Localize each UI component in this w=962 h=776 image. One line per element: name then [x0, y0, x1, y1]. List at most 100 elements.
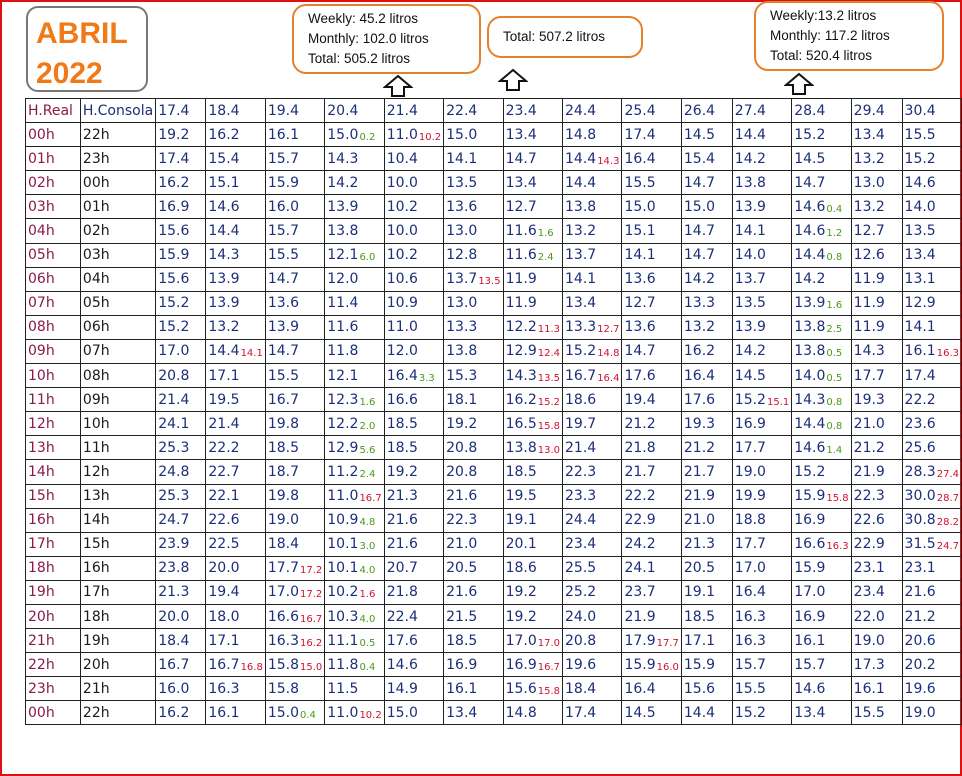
value-cell: 16.616.7 — [264, 603, 326, 630]
value-cell: 22.5 — [205, 531, 266, 557]
value-text: 15.9 — [683, 656, 716, 673]
summary-monthly: Monthly: 102.0 litros — [308, 31, 429, 46]
value-text: 17.6 — [624, 367, 656, 384]
value-cell: 15.00.4 — [264, 700, 326, 726]
value-cell: 15.5 — [901, 122, 962, 148]
value-cell: 18.5 — [502, 459, 564, 485]
console-hour-cell: 18h — [79, 603, 157, 630]
value-text: 19.4 — [208, 584, 240, 601]
console-hour-cell: 23h — [79, 146, 157, 172]
value-text: 14.6 — [904, 174, 936, 191]
value-text: 14.9 — [386, 680, 418, 697]
value-text: 13.7 — [565, 247, 597, 264]
value-text: 15.2 — [904, 150, 936, 167]
annotation-text: 5.6 — [359, 444, 376, 456]
value-cell: 24.4 — [562, 507, 623, 533]
real-hour-cell: 17h — [25, 531, 81, 557]
value-text: 15.2 — [158, 319, 190, 336]
value-text: 16.9 — [794, 608, 826, 625]
value-text: 14.7 — [505, 150, 537, 167]
real-hour-cell: 02h — [25, 170, 81, 196]
value-cell: 12.22.0 — [324, 411, 385, 437]
value-cell: 14.6 — [205, 194, 266, 220]
value-text: 24.0 — [565, 608, 597, 625]
value-text: 16.3 — [208, 680, 240, 697]
value-cell: 24.2 — [621, 531, 682, 557]
value-text: 14.4 — [208, 223, 240, 240]
value-text: 24.1 — [624, 560, 656, 577]
grid-body: 00h 22h 19.2 16.2 16.1 15.00.2 11.010.2 15.0 13.… — [25, 122, 962, 726]
annotation-text: 0.5 — [826, 372, 843, 384]
value-text: 16.4 — [386, 367, 418, 384]
value-cell: 10.0 — [383, 170, 445, 196]
value-cell: 12.9 — [901, 290, 962, 316]
value-cell: 13.1 — [901, 266, 962, 292]
value-cell: 22.6 — [205, 507, 266, 533]
value-cell: 20.8 — [155, 363, 207, 389]
value-cell: 14.4 — [205, 218, 266, 244]
value-text: 11.9 — [853, 295, 885, 312]
annotation-text: 3.0 — [359, 541, 376, 553]
value-text: 16.6 — [267, 608, 299, 625]
value-cell: 21.9 — [680, 483, 733, 509]
value-cell: 14.1 — [443, 146, 504, 172]
value-cell: 23.8 — [155, 555, 207, 581]
value-text: 12.2 — [327, 415, 359, 432]
value-cell: 19.3 — [680, 411, 733, 437]
value-text: 19.8 — [267, 415, 299, 432]
annotation-text: 4.8 — [359, 517, 376, 529]
header-row: H.Real H.Consola 17.4 18.4 19.4 20.4 21.4 22.4 2… — [25, 97, 962, 124]
value-text: 11.9 — [505, 271, 537, 288]
value-text: 11.9 — [853, 271, 885, 288]
value-cell: 13.0 — [443, 290, 504, 316]
value-cell: 24.0 — [562, 603, 623, 630]
value-text: 22.5 — [208, 536, 240, 553]
value-text: 19.1 — [505, 512, 537, 529]
value-cell: 15.5 — [264, 363, 326, 389]
value-cell: 24.8 — [155, 459, 207, 485]
value-text: 13.4 — [853, 126, 885, 143]
header-date: 23.4 — [502, 97, 564, 124]
annotation-text: 0.4 — [300, 709, 316, 721]
value-text: 15.9 — [158, 247, 190, 264]
value-cell: 13.2 — [562, 218, 623, 244]
value-cell: 13.9 — [731, 194, 793, 220]
value-text: 19.6 — [904, 680, 936, 697]
value-text: 15.6 — [505, 680, 537, 697]
annotation-text: 17.0 — [537, 637, 561, 649]
value-text: 13.5 — [446, 174, 478, 191]
value-cell: 19.0 — [264, 507, 326, 533]
value-cell: 17.7 — [850, 363, 903, 389]
value-cell: 23.3 — [562, 483, 623, 509]
value-cell: 15.5 — [621, 170, 682, 196]
value-cell: 15.0 — [680, 194, 733, 220]
value-text: 22.0 — [853, 608, 885, 625]
value-text: 17.7 — [267, 560, 299, 577]
value-cell: 14.7 — [264, 338, 326, 365]
value-text: 12.6 — [853, 247, 885, 264]
value-text: 15.1 — [624, 223, 656, 240]
value-text: 15.9 — [624, 656, 656, 673]
value-cell: 21.0 — [680, 507, 733, 533]
value-text: 14.3 — [327, 150, 359, 167]
value-cell: 17.7 — [731, 435, 793, 461]
annotation-text: 28.7 — [936, 493, 959, 505]
value-cell: 19.6 — [562, 652, 623, 678]
value-text: 19.3 — [853, 391, 885, 408]
value-cell: 20.6 — [901, 628, 962, 654]
value-cell: 15.7 — [731, 652, 793, 678]
value-text: 15.0 — [267, 704, 299, 721]
value-text: 14.2 — [734, 343, 766, 360]
value-text: 13.9 — [208, 271, 240, 288]
value-text: 10.9 — [386, 295, 418, 312]
value-cell: 16.7 — [155, 652, 207, 678]
value-text: 14.2 — [683, 271, 716, 288]
value-cell: 13.7 — [731, 266, 793, 292]
value-cell: 13.80.5 — [791, 338, 852, 365]
value-text: 22.6 — [208, 512, 240, 529]
value-cell: 19.0 — [850, 628, 903, 654]
value-text: 13.4 — [794, 704, 826, 721]
value-cell: 14.4 — [731, 122, 793, 148]
up-arrow-icon — [784, 72, 814, 96]
annotation-text: 16.3 — [936, 348, 959, 360]
